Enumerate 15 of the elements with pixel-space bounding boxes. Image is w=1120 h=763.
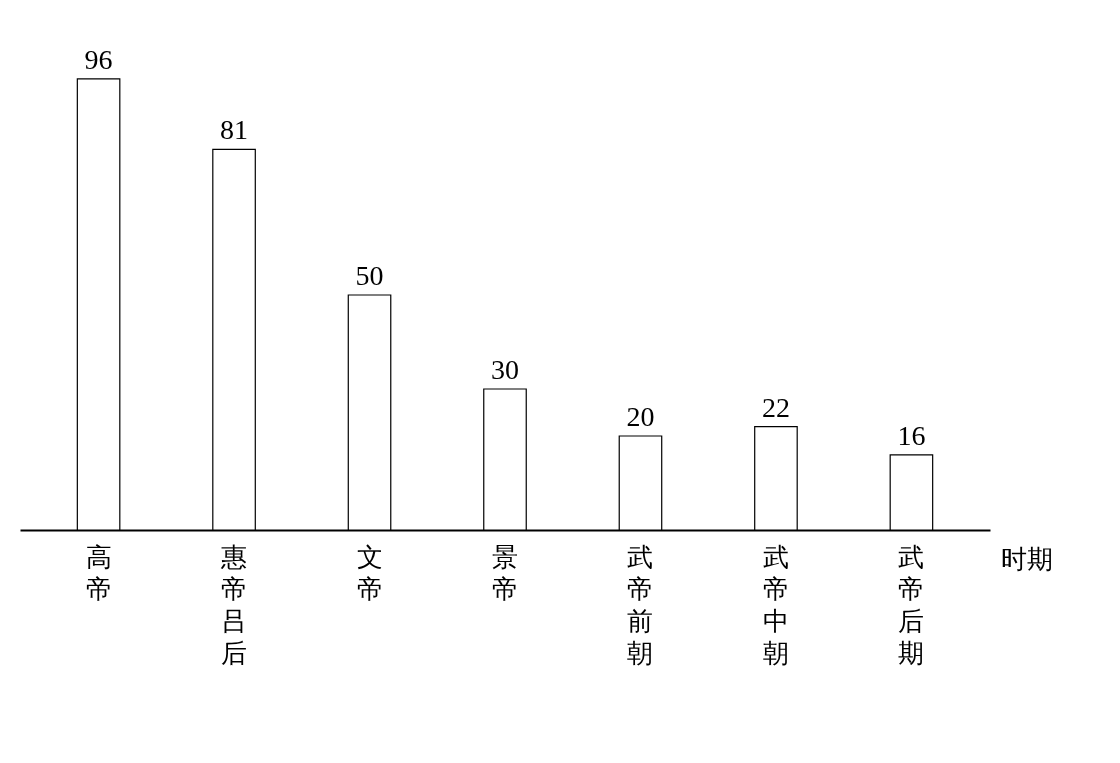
data-label: 30 (491, 354, 519, 385)
x-tick-label: 武帝前朝 (627, 542, 654, 668)
data-label: 22 (761, 391, 790, 423)
data-label: 50 (355, 260, 384, 291)
x-tick-label: 高帝 (85, 542, 112, 604)
data-label: 96 (84, 43, 113, 75)
data-label: 16 (897, 419, 926, 451)
x-tick-label: 武帝中朝 (762, 542, 789, 668)
x-tick-label: 惠帝吕后 (220, 542, 248, 668)
x-tick-label: 景帝 (492, 542, 518, 604)
data-label: 81 (220, 114, 249, 146)
data-label: 20 (626, 401, 655, 432)
x-tick-label: 文帝 (356, 542, 383, 604)
x-axis-title: 时期 (1000, 544, 1053, 574)
x-tick-label: 武帝后期 (898, 542, 925, 668)
